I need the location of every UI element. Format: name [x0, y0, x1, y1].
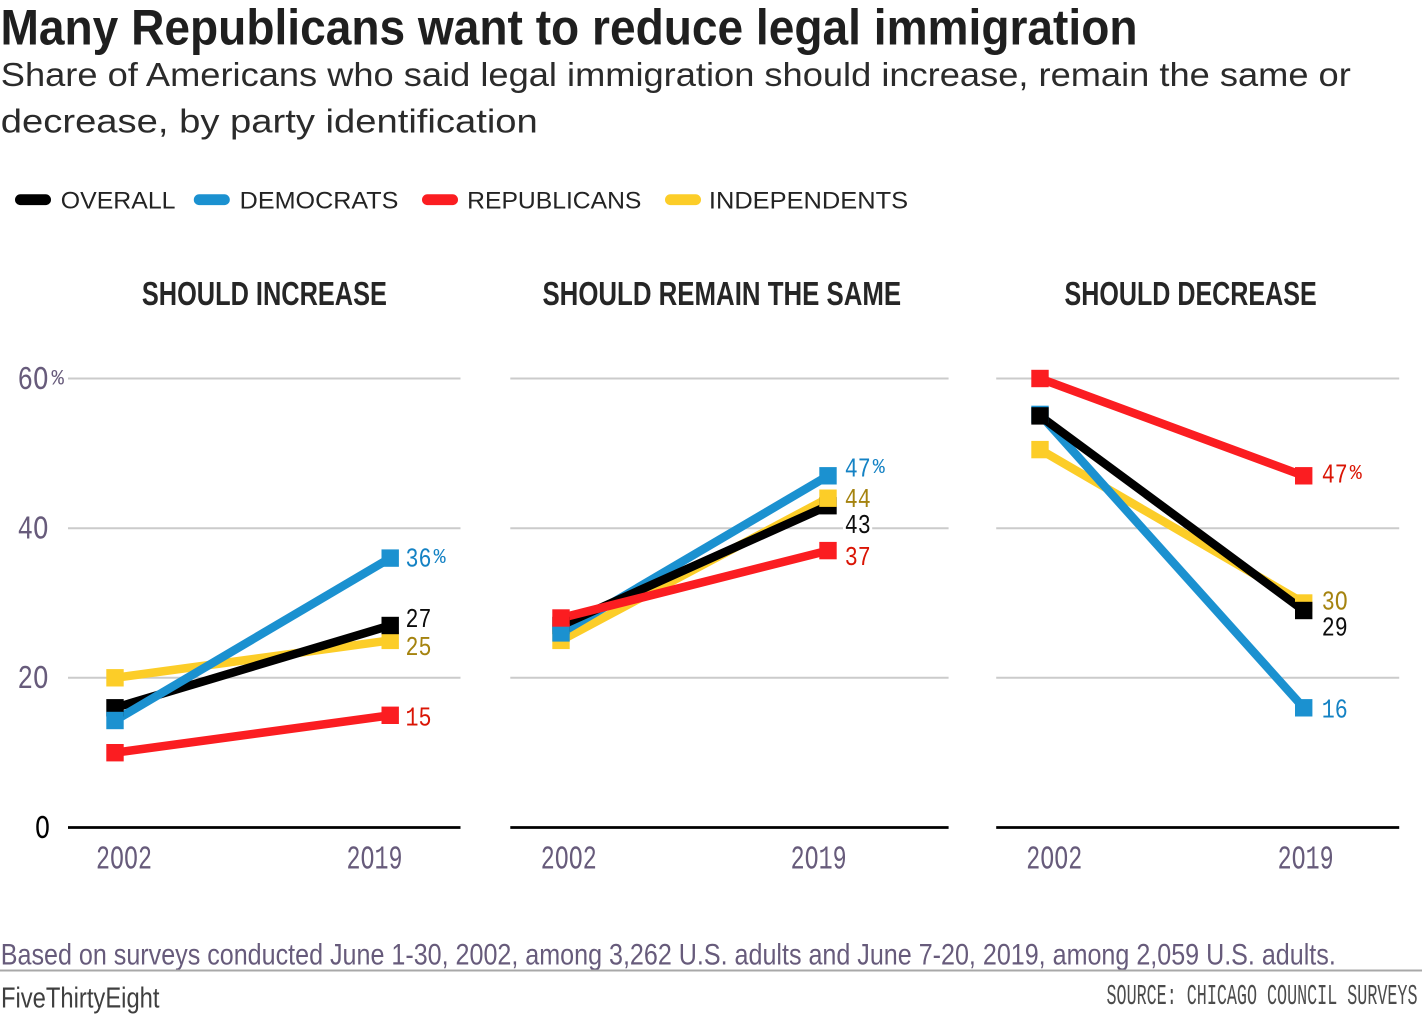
svg-text:2O: 2O — [18, 661, 49, 698]
svg-text:16: 16 — [1322, 697, 1348, 727]
svg-text:DEMOCRATS: DEMOCRATS — [240, 188, 399, 215]
svg-text:37: 37 — [845, 544, 871, 574]
svg-text:47: 47 — [1322, 462, 1348, 492]
svg-text:2O19: 2O19 — [1278, 842, 1334, 879]
svg-text:FiveThirtyEight: FiveThirtyEight — [1, 982, 160, 1014]
svg-text:Share of Americans who said le: Share of Americans who said legal immigr… — [1, 56, 1351, 93]
svg-text:27: 27 — [406, 606, 432, 636]
svg-text:OVERALL: OVERALL — [61, 188, 176, 215]
svg-text:2O19: 2O19 — [791, 842, 847, 879]
svg-text:SHOULD INCREASE: SHOULD INCREASE — [142, 275, 387, 312]
svg-text:SHOULD REMAIN THE SAME: SHOULD REMAIN THE SAME — [542, 275, 901, 312]
svg-text:Many Republicans want to reduc: Many Republicans want to reduce legal im… — [1, 0, 1138, 56]
svg-text:REPUBLICANS: REPUBLICANS — [467, 188, 641, 215]
svg-text:2O19: 2O19 — [347, 842, 403, 879]
svg-text:4O: 4O — [18, 512, 49, 549]
svg-text:15: 15 — [406, 705, 432, 735]
svg-text:2OO2: 2OO2 — [96, 842, 152, 879]
svg-text:decrease, by party identificat: decrease, by party identification — [1, 103, 538, 140]
svg-text:%: % — [52, 366, 65, 391]
svg-text:6O: 6O — [18, 362, 49, 399]
svg-text:47: 47 — [845, 455, 871, 485]
svg-text:29: 29 — [1322, 614, 1348, 644]
svg-text:43: 43 — [845, 512, 871, 542]
svg-text:INDEPENDENTS: INDEPENDENTS — [709, 188, 908, 215]
svg-text:44: 44 — [845, 486, 871, 516]
svg-text:%: % — [434, 547, 446, 570]
svg-text:2OO2: 2OO2 — [541, 842, 597, 879]
svg-text:SOURCE: CHICAGO COUNCIL SURVEY: SOURCE: CHICAGO COUNCIL SURVEYS — [1107, 980, 1418, 1013]
svg-text:3O: 3O — [1322, 589, 1348, 619]
svg-text:%: % — [1350, 463, 1362, 486]
svg-text:36: 36 — [406, 546, 432, 576]
svg-text:%: % — [873, 457, 885, 480]
svg-text:2OO2: 2OO2 — [1026, 842, 1082, 879]
svg-text:SHOULD DECREASE: SHOULD DECREASE — [1065, 275, 1317, 312]
svg-text:Based on surveys conducted Jun: Based on surveys conducted June 1-30, 20… — [1, 938, 1336, 971]
svg-text:25: 25 — [406, 634, 432, 664]
svg-text:O: O — [35, 811, 50, 848]
